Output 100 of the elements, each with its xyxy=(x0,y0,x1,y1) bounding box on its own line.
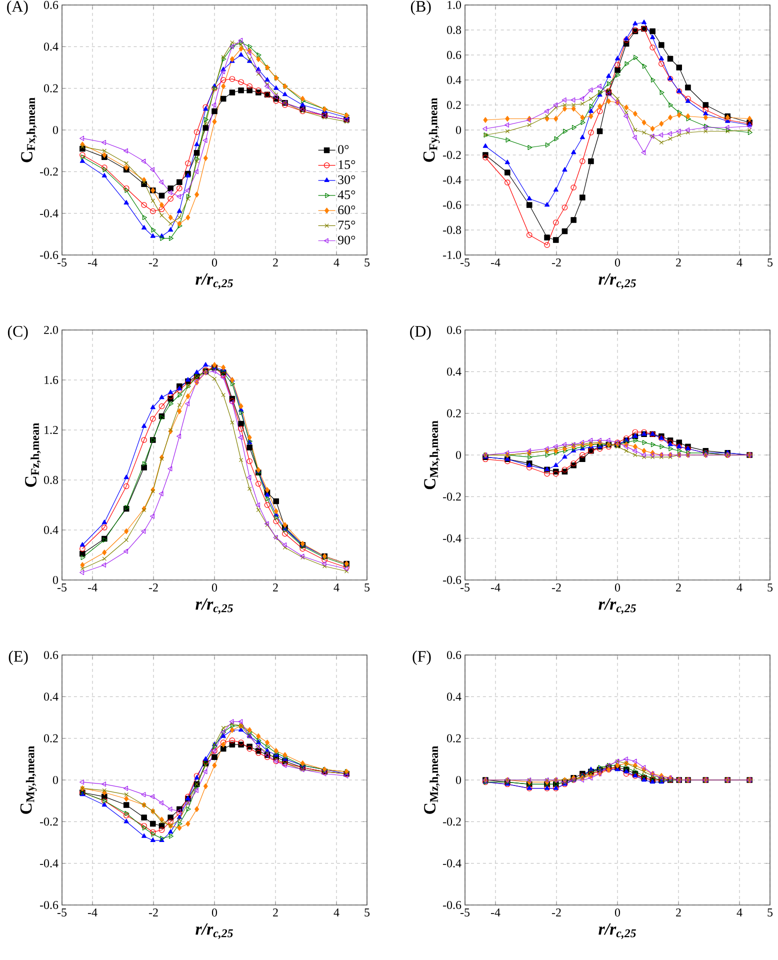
y-tick-label: 0.4 xyxy=(446,76,462,84)
x-axis-title: r/r$_{c,25}$ xyxy=(598,598,636,614)
x-tick-label: 4 xyxy=(736,258,742,266)
x-tick-label: -5 xyxy=(460,908,470,916)
y-tick-label: 0.6 xyxy=(446,326,462,334)
y-axis-title: C$_{Fy,h,mean}$ xyxy=(423,98,440,162)
x-axis-title: r/r$_{c,25}$ xyxy=(598,273,636,289)
x-tick-label: 0 xyxy=(212,584,218,592)
chart-title: (E) xyxy=(8,650,28,665)
x-tick-label: -5 xyxy=(57,908,67,916)
y-tick-label: 1.2 xyxy=(44,426,58,434)
x-tick-label: 2 xyxy=(273,258,278,266)
chart-title: (C) xyxy=(8,326,28,340)
x-tick-label: 4 xyxy=(334,584,340,592)
x-tick-label: 4 xyxy=(736,908,742,916)
x-tick-label: 0 xyxy=(212,258,218,267)
x-axis-title: r/r$_{c,25}$ xyxy=(196,598,233,614)
y-tick-label: -0.6 xyxy=(442,900,462,910)
y-tick-label: 0 xyxy=(456,126,462,134)
y-tick-label: 0.6 xyxy=(44,0,58,10)
x-tick-label: 2 xyxy=(273,584,278,592)
y-tick-label: 0.2 xyxy=(446,100,461,110)
y-tick-label: 1.0 xyxy=(448,0,462,10)
x-tick-label: -2 xyxy=(148,258,158,266)
x-tick-label: 5 xyxy=(364,584,370,592)
x-tick-label: -4 xyxy=(490,908,500,916)
y-tick-label: -0.2 xyxy=(40,168,58,176)
legend-label: 15° xyxy=(338,160,356,169)
y-tick-label: -0.2 xyxy=(442,492,461,501)
y-tick-label: 0.8 xyxy=(446,26,462,34)
y-tick-label: 0.2 xyxy=(446,409,461,418)
y-tick-label: -0.4 xyxy=(442,859,462,868)
y-tick-label: 0.2 xyxy=(44,84,58,92)
x-tick-label: 0 xyxy=(212,908,218,917)
y-tick-label: -0.4 xyxy=(40,859,58,868)
x-tick-label: -4 xyxy=(88,584,98,592)
x-tick-label: -4 xyxy=(88,908,98,916)
y-tick-label: -0.2 xyxy=(442,818,461,826)
y-tick-label: -0.4 xyxy=(442,176,462,184)
x-tick-label: -4 xyxy=(490,584,500,592)
x-tick-label: -5 xyxy=(57,584,67,592)
chart-title: (A) xyxy=(7,0,28,15)
y-tick-label: -1.0 xyxy=(442,250,462,260)
y-tick-label: 0.6 xyxy=(446,650,462,660)
x-tick-label: 5 xyxy=(768,584,773,592)
legend-label: 0° xyxy=(338,145,349,154)
x-tick-label: -4 xyxy=(88,258,98,266)
y-tick-label: 2.0 xyxy=(44,326,58,334)
y-tick-label: -0.6 xyxy=(40,900,58,910)
x-tick-label: -5 xyxy=(460,584,470,592)
y-tick-label: -0.6 xyxy=(40,250,58,260)
y-tick-label: 0.4 xyxy=(446,368,462,376)
y-tick-label: 0.4 xyxy=(44,692,58,701)
x-axis-title: r/r$_{c,25}$ xyxy=(196,273,233,289)
y-tick-label: 0.4 xyxy=(446,692,462,701)
y-tick-label: 0 xyxy=(52,126,58,134)
x-tick-label: -4 xyxy=(490,258,500,266)
y-tick-label: -0.2 xyxy=(442,150,461,160)
y-tick-label: 0 xyxy=(52,576,58,584)
x-tick-label: -2 xyxy=(148,908,158,916)
y-tick-label: 0 xyxy=(456,450,462,460)
y-tick-label: 0 xyxy=(52,776,58,784)
y-tick-label: 0 xyxy=(456,776,462,784)
x-tick-label: -2 xyxy=(148,584,158,592)
x-axis-title: r/r$_{c,25}$ xyxy=(598,923,636,939)
y-axis-title: C$_{My,h,mean}$ xyxy=(20,746,37,814)
y-axis-title: C$_{Mz,h,mean}$ xyxy=(424,746,440,814)
x-axis-title: r/r$_{c,25}$ xyxy=(196,923,233,939)
y-tick-label: 0.2 xyxy=(44,734,58,742)
x-tick-label: 5 xyxy=(364,908,370,916)
x-tick-label: 4 xyxy=(334,258,340,266)
y-tick-label: -0.2 xyxy=(40,818,58,826)
y-tick-label: 0.4 xyxy=(44,526,58,534)
y-tick-label: 1.6 xyxy=(44,376,58,384)
x-tick-label: 5 xyxy=(364,258,370,266)
legend-label: 30° xyxy=(338,175,356,184)
x-tick-label: 2 xyxy=(676,258,681,266)
x-tick-label: -5 xyxy=(57,258,67,266)
y-tick-label: -0.4 xyxy=(40,209,58,218)
x-tick-label: 2 xyxy=(273,908,278,916)
chart-title: (D) xyxy=(410,326,431,340)
y-tick-label: -0.8 xyxy=(442,226,462,234)
y-axis-title: C$_{Mx,h,mean}$ xyxy=(424,420,440,490)
y-axis-title: C$_{Fz,h,mean}$ xyxy=(25,422,41,487)
y-tick-label: 0.6 xyxy=(44,650,58,660)
x-tick-label: 2 xyxy=(676,908,681,916)
x-tick-label: 5 xyxy=(768,908,773,916)
chart-title: (B) xyxy=(410,0,431,15)
y-tick-label: 0.8 xyxy=(44,476,58,484)
y-axis-title: C$_{Fx,h,mean}$ xyxy=(21,98,37,162)
y-tick-label: -0.4 xyxy=(442,534,462,542)
x-tick-label: -2 xyxy=(552,908,561,916)
x-tick-label: 0 xyxy=(614,584,620,592)
y-tick-label: -0.6 xyxy=(442,200,462,210)
legend-label: 90° xyxy=(338,236,356,244)
y-tick-label: 0.4 xyxy=(44,42,58,51)
legend-label: 60° xyxy=(338,206,356,214)
chart-title: (F) xyxy=(412,650,431,665)
y-tick-label: -0.6 xyxy=(442,576,462,584)
x-tick-label: 5 xyxy=(768,258,773,266)
